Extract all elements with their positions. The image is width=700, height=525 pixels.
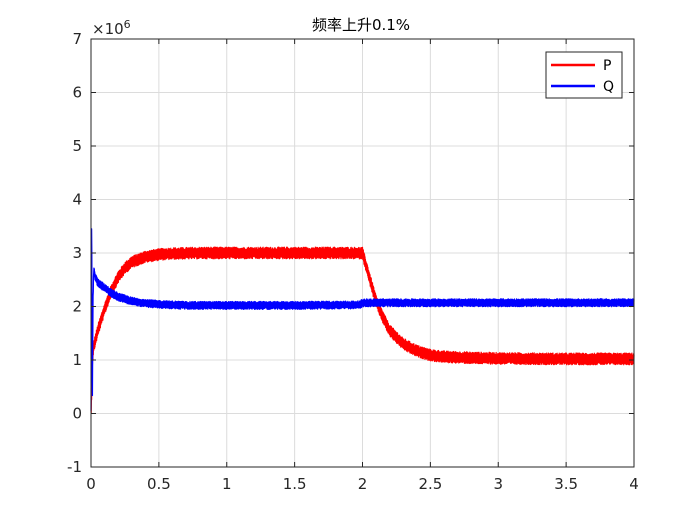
y-tick-label: 7 [72, 30, 82, 48]
legend-label-P: P [603, 58, 611, 74]
x-tick-label: 2 [358, 475, 368, 493]
x-tick-label: 1 [222, 475, 232, 493]
x-tick-label: 1.5 [283, 475, 307, 493]
x-tick-label: 0.5 [147, 475, 171, 493]
grid [90, 38, 635, 468]
x-tick-label: 0 [86, 475, 96, 493]
plot-area [90, 228, 635, 414]
y-tick-label: 0 [72, 405, 82, 423]
y-tick-label: 3 [72, 244, 82, 262]
y-tick-label: 2 [72, 298, 82, 316]
x-tick-label: 2.5 [418, 475, 442, 493]
legend-label-Q: Q [603, 79, 614, 95]
y-axis-multiplier-exponent: 6 [124, 18, 131, 31]
x-tick-label: 3.5 [554, 475, 578, 493]
y-axis-multiplier-base: ×10 [92, 20, 124, 38]
legend: PQ [545, 51, 623, 99]
y-tick-label: 5 [72, 137, 82, 155]
x-tick-label: 3 [493, 475, 503, 493]
y-tick-label: 1 [72, 351, 82, 369]
x-tick-label: 4 [629, 475, 639, 493]
y-tick-label: -1 [67, 458, 82, 476]
y-axis-multiplier: ×106 [92, 18, 131, 38]
chart-title: 频率上升0.1% [312, 16, 410, 34]
series-P-line [90, 246, 635, 414]
y-tick-label: 4 [72, 191, 82, 209]
series-Q-line [90, 228, 635, 411]
legend-box [545, 51, 623, 99]
y-tick-label: 6 [72, 84, 82, 102]
